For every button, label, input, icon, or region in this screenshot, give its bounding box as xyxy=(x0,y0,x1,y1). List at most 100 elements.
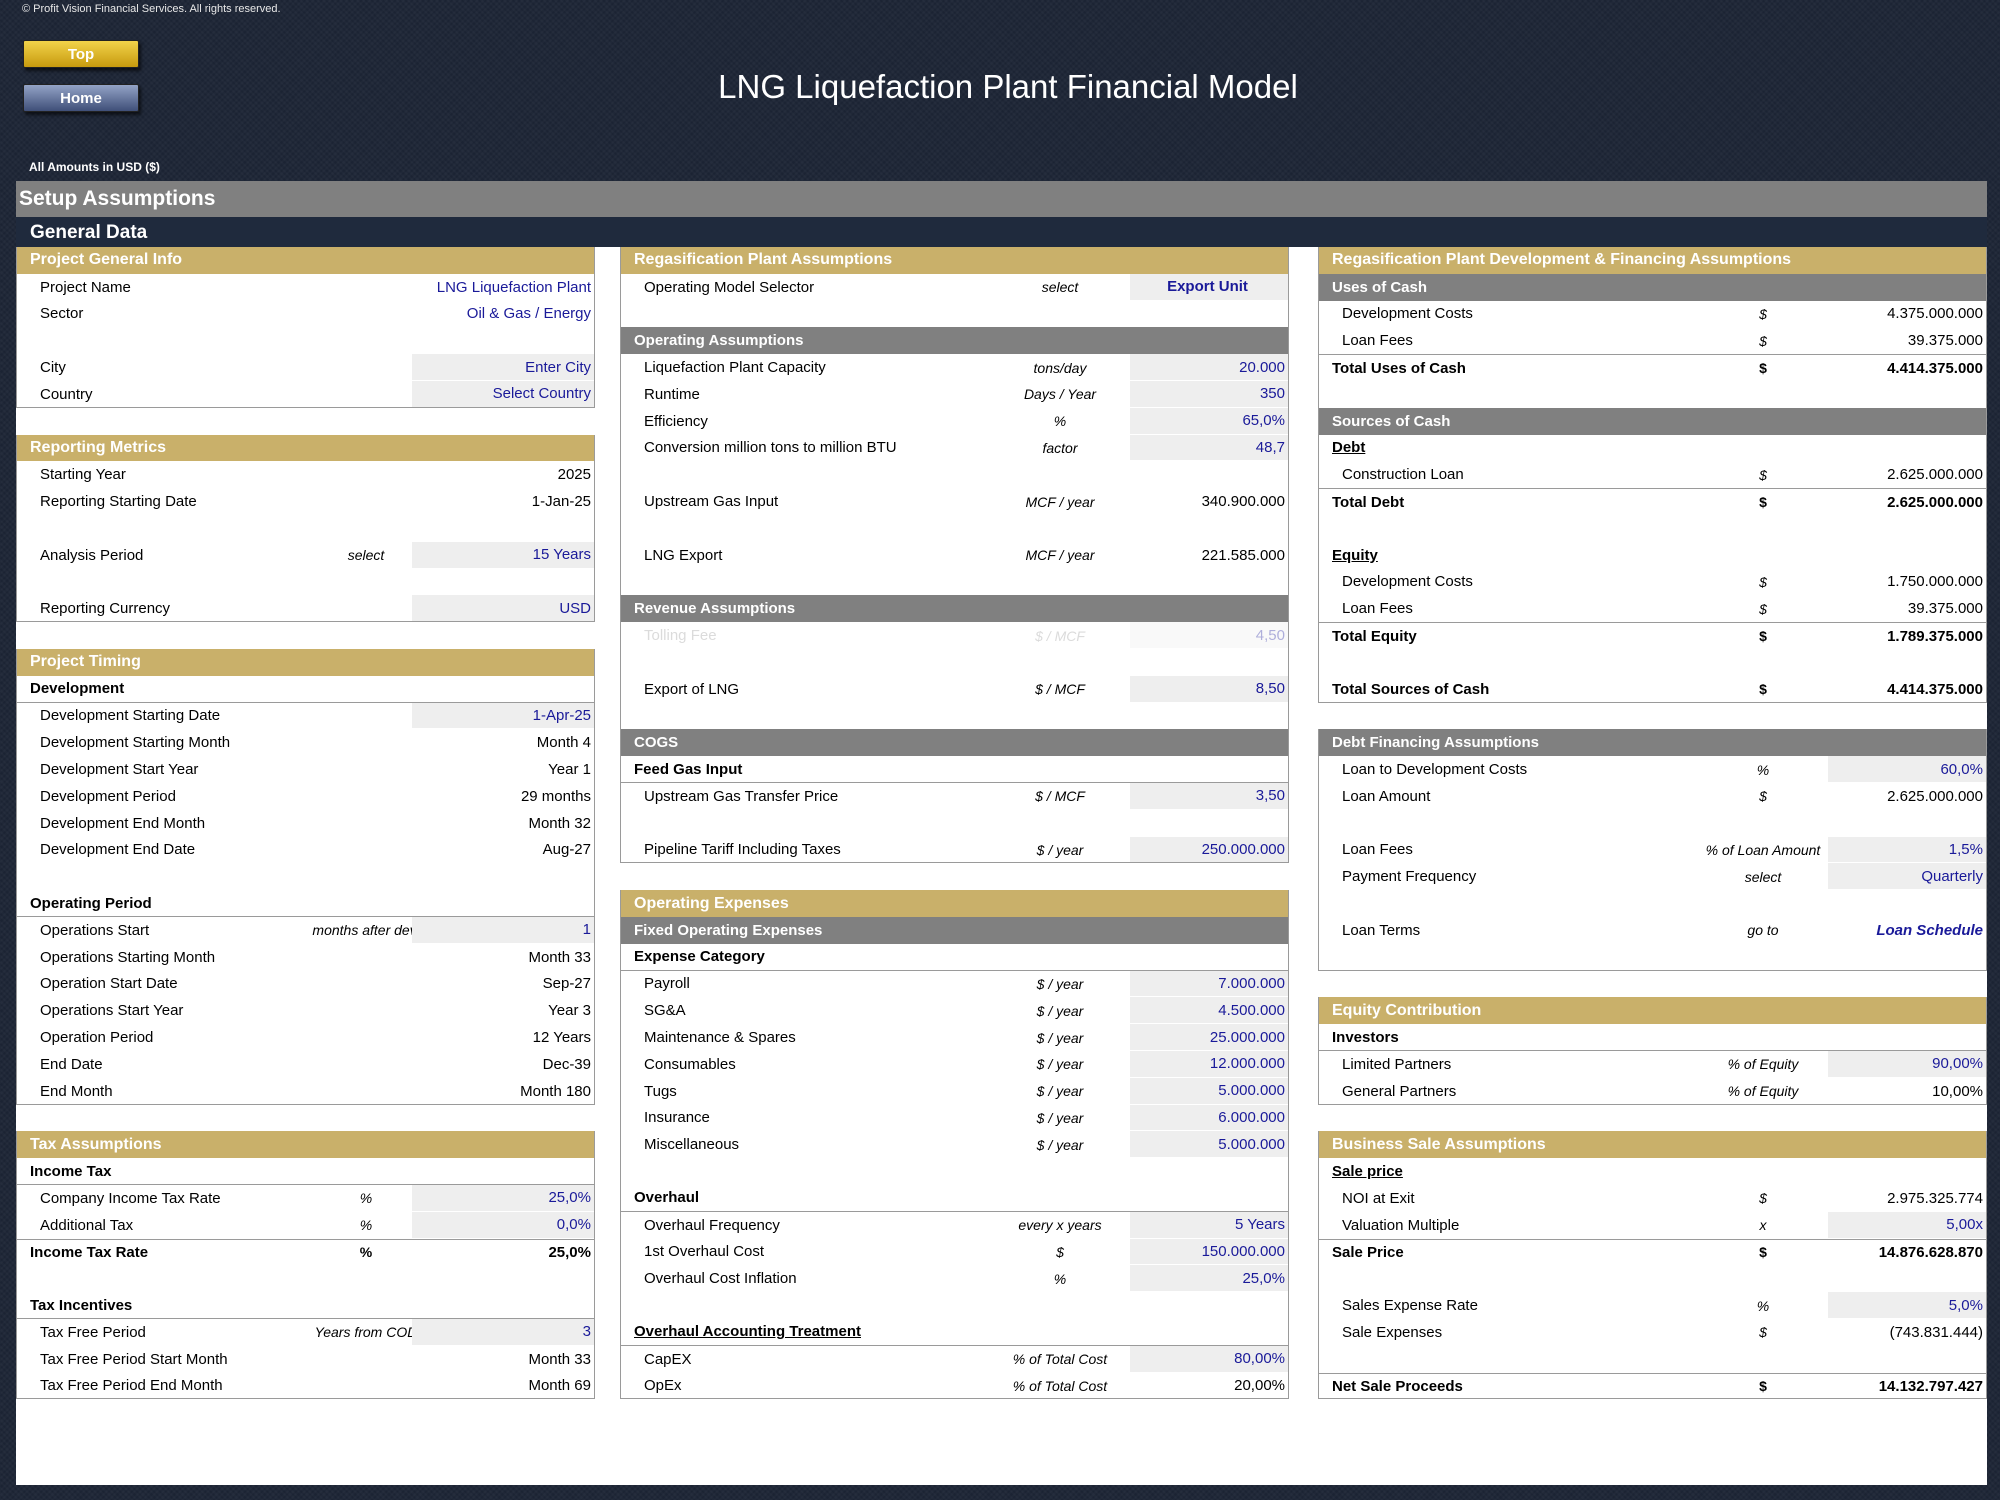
limited-partners-value[interactable]: 90,00% xyxy=(1828,1051,1987,1078)
expense-row-value[interactable]: 5.000.000 xyxy=(1130,1131,1289,1159)
development-title: Development xyxy=(16,676,595,703)
total-uses-of-cash-value: 4.414.375.000 xyxy=(1887,359,1983,377)
setup-assumptions-header: Setup Assumptions xyxy=(16,181,1987,217)
business-sale-box xyxy=(1318,1131,1987,1400)
upstream-gas-transfer-price-value[interactable]: 3,50 xyxy=(1130,783,1289,810)
cogs-title: COGS xyxy=(620,729,1289,757)
tolling-fee-value[interactable]: 4,50 xyxy=(1130,622,1289,649)
top-button[interactable]: Top xyxy=(23,40,139,68)
export-of-lng: Export of LNG $ / MCF 8,50 xyxy=(620,675,1289,703)
overhaul-row-label: 1st Overhaul Cost xyxy=(644,1243,765,1261)
total-uses-of-cash-label: Total Uses of Cash xyxy=(1332,359,1466,377)
company-income-tax-rate-value[interactable]: 25,0% xyxy=(412,1185,595,1212)
expense-row: SG&A $ / year 4.500.000 xyxy=(620,997,1289,1025)
overhaul-row-value[interactable]: 150.000.000 xyxy=(1130,1238,1289,1266)
valuation-multiple-value[interactable]: 5,00x xyxy=(1828,1211,1987,1239)
equity-development-costs-value: 1.750.000.000 xyxy=(1887,573,1983,591)
construction-loan-unit: $ xyxy=(1759,466,1767,483)
city-value[interactable]: Enter City xyxy=(412,354,595,381)
sales-expense-rate: Sales Expense Rate% 5,0% xyxy=(1318,1292,1987,1319)
reporting-currency: Reporting Currency USD xyxy=(16,595,595,623)
tax-free-period-value[interactable]: 3 xyxy=(412,1319,595,1346)
home-button[interactable]: Home xyxy=(23,84,139,112)
tax-free-end-month-value: Month 69 xyxy=(528,1377,591,1395)
additional-tax: Additional Tax% 0,0% xyxy=(16,1211,595,1239)
regas-plant-assumptions-title: Regasification Plant Assumptions xyxy=(620,247,1289,274)
development-row-label: Development Starting Date xyxy=(40,707,221,725)
reporting-starting-date-value: 1-Jan-25 xyxy=(531,493,591,511)
sale-price-section-title: Sale price xyxy=(1332,1163,1403,1181)
equity-loan-fees-unit: $ xyxy=(1759,600,1767,617)
pipeline-tariff-value[interactable]: 250.000.000 xyxy=(1130,836,1289,864)
total-sources-of-cash-label: Total Sources of Cash xyxy=(1332,680,1490,698)
expense-row-value[interactable]: 7.000.000 xyxy=(1130,970,1289,998)
upstream-gas-input-value: 340.900.000 xyxy=(1201,493,1285,511)
operating-model-selector-value[interactable]: Export Unit xyxy=(1130,273,1289,301)
operating-row-value[interactable]: 350 xyxy=(1130,381,1289,408)
loan-fees-value[interactable]: 1,5% xyxy=(1828,836,1987,864)
lng-export-value: 221.585.000 xyxy=(1201,546,1285,564)
expense-row-value[interactable]: 4.500.000 xyxy=(1130,997,1289,1025)
operating-assumptions: Operating Assumptions xyxy=(620,327,1289,355)
page-title: LNG Liquefaction Plant Financial Model xyxy=(718,68,1298,105)
payment-frequency-value[interactable]: Quarterly xyxy=(1828,863,1987,891)
operating-row-label: End Month xyxy=(40,1082,113,1100)
operating-row: Liquefaction Plant Capacity tons/day 20.00… xyxy=(620,354,1289,381)
operations-start-value[interactable]: 1 xyxy=(412,917,595,944)
expense-row-value[interactable]: 5.000.000 xyxy=(1130,1077,1289,1105)
expense-row-value[interactable]: 25.000.000 xyxy=(1130,1024,1289,1051)
uses-loan-fees: Loan Fees $39.375.000 xyxy=(1318,327,1987,354)
loan-to-development-costs-value[interactable]: 60,0% xyxy=(1828,756,1987,783)
development-row: Development Start Year Year 1 xyxy=(16,756,595,783)
loan-terms-value[interactable]: Loan Schedule xyxy=(1876,921,1983,939)
development-row-value: 29 months xyxy=(520,787,591,805)
expense-row: Tugs $ / year 5.000.000 xyxy=(620,1077,1289,1105)
operating-row-unit: factor xyxy=(1042,439,1078,456)
uses-development-costs-unit: $ xyxy=(1759,305,1767,322)
starting-year-label: Starting Year xyxy=(40,466,126,484)
revenue-assumptions: Revenue Assumptions xyxy=(620,595,1289,623)
development-financing-assumptions: Regasification Plant Development & Finan… xyxy=(1318,247,1987,274)
loan-terms: Loan Terms go to Loan Schedule xyxy=(1318,917,1987,944)
operating-row-label: End Date xyxy=(40,1055,103,1073)
expense-row-unit: $ / year xyxy=(1036,1029,1084,1046)
opex-unit: % of Total Cost xyxy=(1012,1377,1108,1394)
analysis-period-value[interactable]: 15 Years xyxy=(412,541,595,569)
opex-value: 20,00% xyxy=(1234,1377,1285,1395)
sale-price-label: Sale Price xyxy=(1332,1243,1404,1261)
valuation-multiple-label: Valuation Multiple xyxy=(1342,1216,1460,1234)
sales-expense-rate-value[interactable]: 5,0% xyxy=(1828,1292,1987,1319)
expense-row-value[interactable]: 6.000.000 xyxy=(1130,1104,1289,1132)
development-row-value[interactable]: 1-Apr-25 xyxy=(412,702,595,730)
overhaul-row: Overhaul Cost Inflation% 25,0% xyxy=(620,1265,1289,1293)
overhaul-row: 1st Overhaul Cost $150.000.000 xyxy=(620,1238,1289,1266)
construction-loan: Construction Loan $2.625.000.000 xyxy=(1318,461,1987,488)
general-partners: General Partners % of Equity 10,00% xyxy=(1318,1078,1987,1105)
expense-row-value[interactable]: 12.000.000 xyxy=(1130,1051,1289,1078)
tolling-fee-label: Tolling Fee xyxy=(644,627,717,645)
operating-row-value[interactable]: 65,0% xyxy=(1130,407,1289,435)
uses-development-costs-label: Development Costs xyxy=(1342,305,1473,323)
sector-label: Sector xyxy=(40,305,84,323)
overhaul-row-value[interactable]: 5 Years xyxy=(1130,1211,1289,1239)
operating-assumptions-title: Operating Assumptions xyxy=(620,327,1289,355)
capex-value[interactable]: 80,00% xyxy=(1130,1345,1289,1373)
reporting-currency-value[interactable]: USD xyxy=(412,595,595,623)
debt-financing-assumptions: Debt Financing Assumptions xyxy=(1318,729,1987,757)
amounts-currency-label: All Amounts in USD ($) xyxy=(29,160,160,174)
capex-label: CapEX xyxy=(644,1350,692,1368)
uses-loan-fees-unit: $ xyxy=(1759,332,1767,349)
export-of-lng-value[interactable]: 8,50 xyxy=(1130,675,1289,703)
operating-row: Efficiency% 65,0% xyxy=(620,407,1289,435)
overhaul-row-value[interactable]: 25,0% xyxy=(1130,1265,1289,1293)
debt-financing-assumptions-title: Debt Financing Assumptions xyxy=(1318,729,1987,757)
operating-row-value[interactable]: 20.000 xyxy=(1130,354,1289,381)
operating-row-label: Conversion million tons to million BTU xyxy=(644,439,897,457)
operating-row-value[interactable]: 48,7 xyxy=(1130,434,1289,462)
operating-period: Operating Period xyxy=(16,890,595,917)
additional-tax-value[interactable]: 0,0% xyxy=(412,1211,595,1239)
debt-financing-box xyxy=(1318,729,1987,971)
company-income-tax-rate-unit: % xyxy=(359,1190,373,1207)
equity-contribution-title: Equity Contribution xyxy=(1318,997,1987,1025)
project-general-info-title: Project General Info xyxy=(16,247,595,274)
